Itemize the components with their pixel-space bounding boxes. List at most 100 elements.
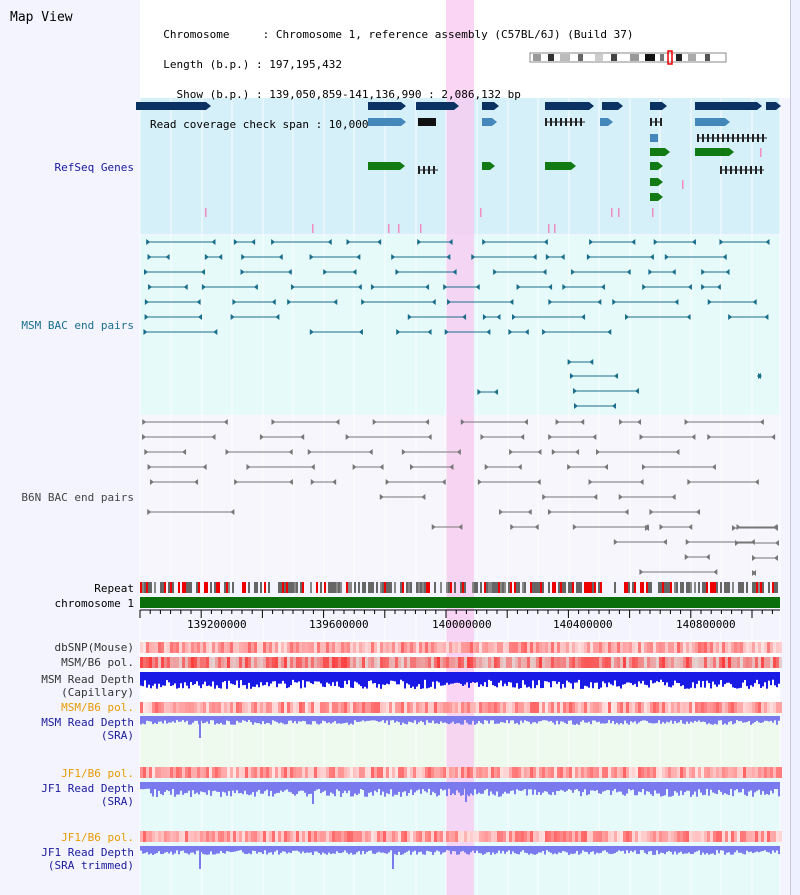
jf1-pol2-cell	[302, 831, 305, 842]
msm-sra-depth-bar	[304, 716, 306, 722]
msm-bac-pair-end-right	[183, 284, 188, 290]
repeat-element	[330, 582, 332, 593]
jf1-sra-depth-bar	[712, 782, 714, 793]
dbsnp-cell	[239, 642, 242, 653]
scrollbar-track[interactable]	[790, 0, 800, 895]
snp-marker	[760, 148, 762, 157]
b6n-bac-pair-end-right	[335, 419, 340, 425]
jf1-pol2-cell	[359, 831, 362, 842]
msm-sra-depth-bar	[460, 716, 462, 725]
repeat-element	[592, 582, 594, 593]
jf1-pol-cell	[548, 767, 551, 778]
msm-sra-depth-bar	[392, 716, 394, 721]
jf1-pol-cell	[437, 767, 440, 778]
msm-sra-depth-bar	[166, 716, 168, 724]
jf1-trimmed-depth-bar	[356, 846, 358, 853]
track-label-msm-bac[interactable]: MSM BAC end pairs	[21, 319, 134, 332]
dbsnp-cell	[611, 642, 614, 653]
jf1-pol-cell	[674, 767, 677, 778]
jf1-pol2-cell	[179, 831, 182, 842]
jf1-sra-depth-bar	[172, 782, 174, 790]
msm-pol2-cell	[488, 702, 491, 713]
msm-capillary-depth-bar	[226, 672, 228, 689]
jf1-pol-cell	[500, 767, 503, 778]
jf1-sra-depth-bar	[580, 782, 582, 797]
repeat-element	[666, 582, 668, 593]
jf1-pol-cell	[695, 767, 698, 778]
jf1-pol2-cell	[605, 831, 608, 842]
msm-bac-pair-end-right	[452, 269, 457, 275]
msm-pol2-cell	[623, 702, 626, 713]
msm-pol2-cell	[779, 702, 782, 713]
jf1-pol2-cell	[404, 831, 407, 842]
msm-capillary-depth-bar	[662, 672, 664, 683]
msm-capillary-depth-bar	[620, 672, 622, 689]
repeat-element	[292, 582, 294, 593]
repeat-element	[712, 582, 714, 593]
msm-capillary-depth-bar	[414, 672, 416, 689]
msm-sra-depth-bar	[330, 716, 332, 724]
jf1-pol2-cell	[542, 831, 545, 842]
jf1-pol-cell	[176, 767, 179, 778]
gene-feature	[600, 118, 608, 126]
msm-bac-pair-end-left	[648, 269, 653, 275]
jf1-pol2-cell	[599, 831, 602, 842]
info-line-2: Length (b.p.) : 197,195,432	[150, 58, 343, 71]
jf1-sra-depth-bar	[494, 782, 496, 796]
msm-pol2-cell	[683, 702, 686, 713]
msm-pol2-cell	[395, 702, 398, 713]
track-label-refseq[interactable]: RefSeq Genes	[54, 161, 134, 174]
msm-sra-depth-bar	[548, 716, 550, 722]
msm-pol2-cell	[314, 702, 317, 713]
msm-pol2-cell	[704, 702, 707, 713]
jf1-sra-depth-bar	[572, 782, 574, 793]
jf1-trimmed-depth-bar	[580, 846, 582, 854]
jf1-sra-depth-bar	[280, 782, 282, 791]
jf1-pol-cell	[671, 767, 674, 778]
msm-bac-pair-end-right	[757, 373, 761, 379]
repeat-element	[358, 582, 360, 593]
msm-bac-pair-end-right	[722, 254, 727, 260]
msm-sra-depth-bar	[550, 716, 552, 721]
msm-capillary-depth-bar	[210, 672, 212, 687]
snp-marker	[420, 224, 422, 233]
msm-sra-depth-bar	[290, 716, 292, 721]
msm-pol-cell	[698, 657, 701, 668]
repeat-element	[428, 582, 430, 593]
track-label-b6n-bac[interactable]: B6N BAC end pairs	[21, 491, 134, 504]
jf1-sra-depth-bar	[370, 782, 372, 793]
jf1-sra-depth-bar	[344, 782, 346, 791]
msm-pol2-cell	[251, 702, 254, 713]
msm-sra-depth-bar	[702, 716, 704, 722]
msm-sra-depth-bar	[632, 716, 634, 723]
jf1-pol-cell	[308, 767, 311, 778]
dbsnp-cell	[308, 642, 311, 653]
jf1-sra-depth-bar	[154, 782, 156, 790]
jf1-pol2-cell	[734, 831, 737, 842]
track-label-msm-b6-pol-2: MSM/B6 pol.	[61, 701, 134, 714]
msm-pol2-cell	[746, 702, 749, 713]
msm-bac-pair-end-left	[719, 239, 724, 245]
dbsnp-cell	[536, 642, 539, 653]
repeat-element	[380, 582, 382, 593]
jf1-pol2-cell	[596, 831, 599, 842]
msm-sra-depth-bar	[506, 716, 508, 721]
msm-pol-cell	[644, 657, 647, 668]
jf1-sra-depth-bar	[202, 782, 204, 793]
msm-sra-depth-bar	[698, 716, 700, 721]
jf1-pol-cell	[479, 767, 482, 778]
gene-exon	[707, 134, 709, 142]
jf1-pol2-cell	[677, 831, 680, 842]
jf1-trimmed-depth-bar	[178, 846, 180, 855]
msm-sra-depth-bar	[716, 716, 718, 725]
dbsnp-cell	[158, 642, 161, 653]
msm-capillary-depth-bar	[566, 672, 568, 681]
msm-bac-pair-end-right	[486, 329, 491, 335]
dbsnp-cell	[323, 642, 326, 653]
repeat-element	[674, 582, 676, 593]
jf1-pol-cell	[539, 767, 542, 778]
jf1-sra-depth-bar	[288, 782, 290, 792]
msm-capillary-depth-bar	[592, 672, 594, 689]
msm-pol2-cell	[686, 702, 689, 713]
